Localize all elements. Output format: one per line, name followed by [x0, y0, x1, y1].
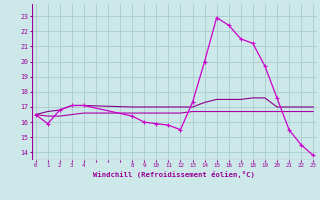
X-axis label: Windchill (Refroidissement éolien,°C): Windchill (Refroidissement éolien,°C) — [93, 171, 255, 178]
